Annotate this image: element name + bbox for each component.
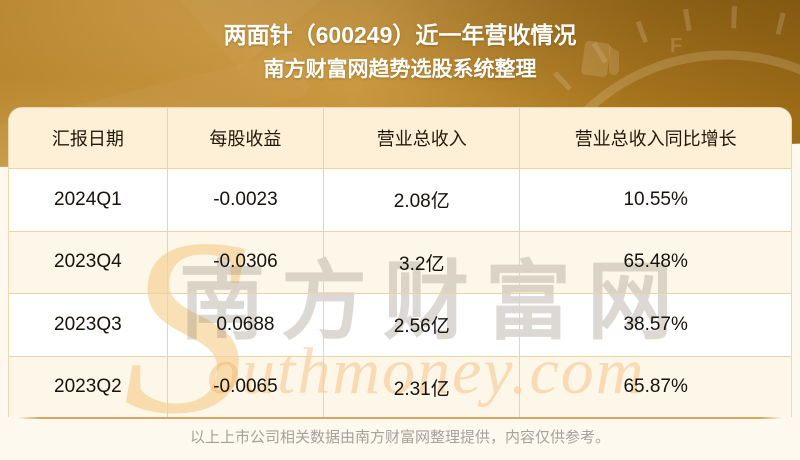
header-titles: 两面针（600249）近一年营收情况 南方财富网趋势选股系统整理 [0,0,800,81]
cell-revenue: 2.31亿 [324,355,521,417]
row-background-stripes [9,108,791,417]
cell-period: 2024Q1 [9,168,168,231]
header-cell-total-revenue: 营业总收入 [324,108,521,168]
footer-note: 以上上市公司相关数据由南方财富网整理提供，内容仅供参考。 [189,429,610,446]
cell-growth: 38.57% [520,293,791,356]
header-cell-yoy-growth: 营业总收入同比增长 [574,129,737,149]
cell-growth: 10.55% [520,168,791,231]
cell-revenue: 2.56亿 [324,293,521,356]
cell-eps: -0.0306 [167,230,325,293]
cell-period: 2023Q3 [9,293,168,356]
page-subtitle: 南方财富网趋势选股系统整理 [263,58,537,81]
header-cell-eps: 每股收益 [168,108,325,168]
divider-rule [17,417,783,419]
data-table-card: S 南方财富网 outhmoney.com 汇报日期 每股收益 营业总收入 营业… [8,107,792,417]
cell-eps: -0.0023 [167,168,325,231]
cell-period: 2023Q2 [9,355,168,417]
cell-growth: 65.87% [520,355,791,418]
data-table: 汇报日期 每股收益 营业总收入 营业总收入同比增长 2024Q1 -0.0023… [9,108,791,417]
cell-eps: 0.0688 [167,293,325,356]
header-cell-report-date: 汇报日期 [9,108,168,168]
cell-revenue: 3.2亿 [324,230,521,293]
cell-eps: -0.0065 [167,355,325,417]
cell-revenue: 2.08亿 [324,168,521,231]
page-title: 两面针（600249）近一年营收情况 [223,22,577,48]
cell-period: 2023Q4 [9,230,168,293]
cell-growth: 65.48% [520,230,791,294]
